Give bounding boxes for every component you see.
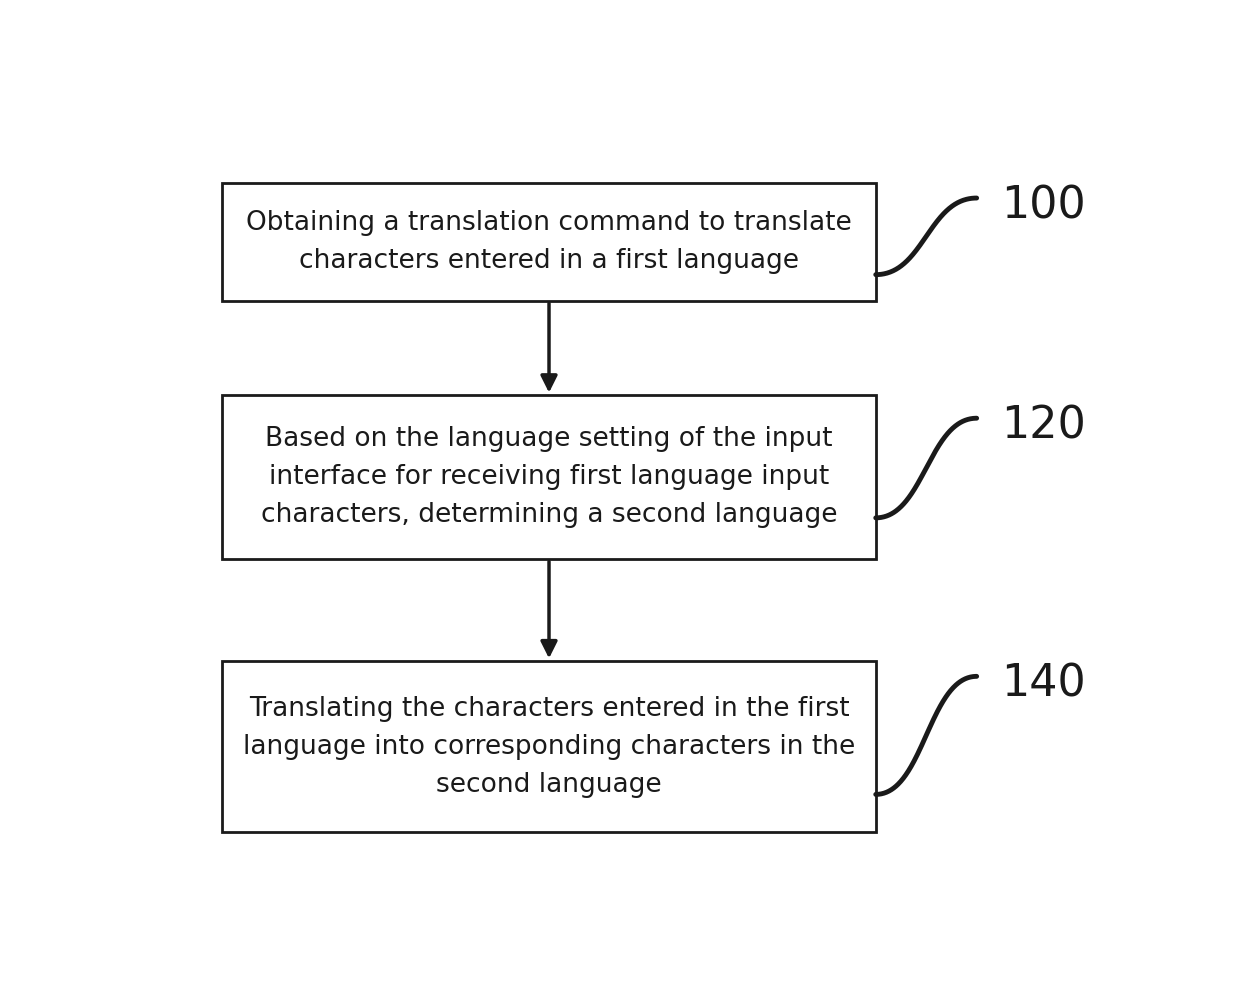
Text: Translating the characters entered in the first
language into corresponding char: Translating the characters entered in th… [243, 695, 856, 798]
Text: 120: 120 [1001, 404, 1085, 448]
Text: 100: 100 [1001, 184, 1085, 227]
Text: Based on the language setting of the input
interface for receiving first languag: Based on the language setting of the inp… [260, 426, 837, 528]
Text: 140: 140 [1001, 663, 1085, 705]
FancyBboxPatch shape [222, 662, 875, 832]
FancyBboxPatch shape [222, 182, 875, 301]
FancyBboxPatch shape [222, 395, 875, 559]
Text: Obtaining a translation command to translate
characters entered in a first langu: Obtaining a translation command to trans… [246, 210, 852, 274]
